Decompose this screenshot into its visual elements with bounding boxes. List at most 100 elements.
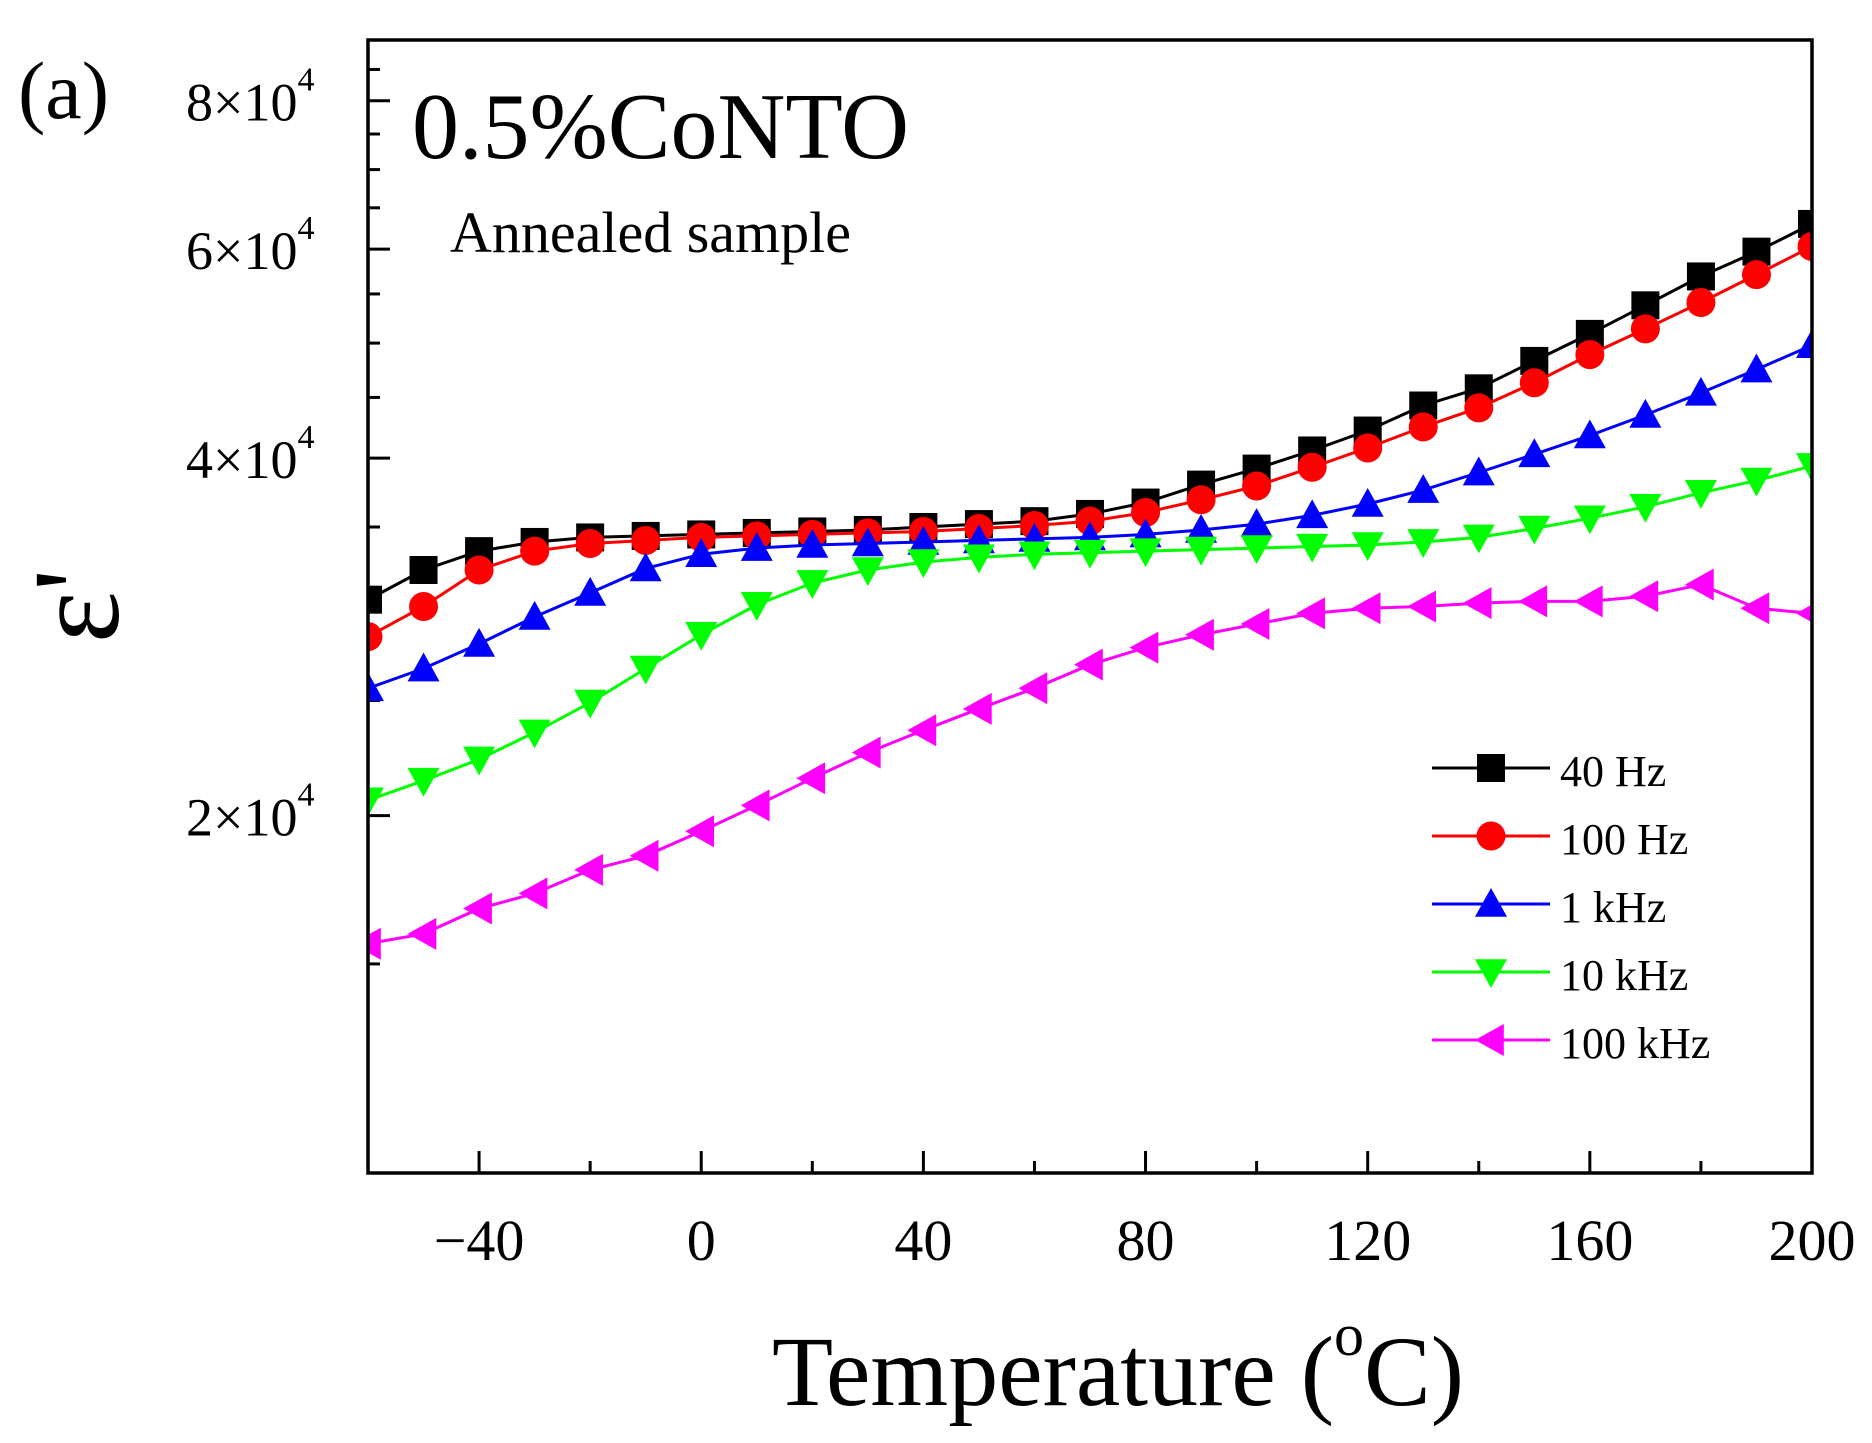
data-point bbox=[407, 767, 440, 797]
data-point bbox=[740, 789, 770, 822]
x-axis-tick-labels: −40 0 40 80 120 160 200 bbox=[434, 1208, 1856, 1273]
data-point bbox=[1407, 474, 1440, 503]
data-point bbox=[685, 621, 718, 651]
y-tick-label-exponent: 4 bbox=[297, 777, 314, 814]
data-point bbox=[574, 689, 607, 719]
y-tick-label: 6×104 bbox=[186, 210, 314, 281]
data-point bbox=[518, 877, 548, 910]
data-point bbox=[629, 655, 662, 685]
legend-entry: 1 kHz bbox=[1432, 883, 1666, 932]
data-point bbox=[1074, 539, 1106, 569]
data-point bbox=[1629, 398, 1662, 428]
legend-label: 100 kHz bbox=[1560, 1019, 1710, 1068]
data-point bbox=[1462, 456, 1495, 486]
data-point bbox=[1740, 353, 1773, 383]
data-point bbox=[1186, 485, 1216, 515]
legend-label: 10 kHz bbox=[1560, 951, 1688, 1000]
data-point bbox=[1185, 618, 1214, 651]
series-100-khz bbox=[368, 568, 1812, 960]
data-point bbox=[1129, 631, 1159, 664]
data-point bbox=[1797, 232, 1812, 262]
y-tick-label-exponent: 4 bbox=[297, 210, 314, 247]
data-point bbox=[1240, 508, 1273, 537]
data-point bbox=[1518, 585, 1548, 618]
data-point bbox=[851, 557, 884, 587]
data-point bbox=[1740, 467, 1773, 497]
data-point bbox=[1240, 607, 1270, 640]
data-point bbox=[796, 762, 826, 795]
data-point bbox=[407, 917, 437, 950]
data-point bbox=[1351, 487, 1384, 517]
legend-label: 100 Hz bbox=[1560, 815, 1688, 864]
data-point bbox=[463, 746, 496, 776]
data-point bbox=[962, 544, 995, 574]
data-point bbox=[1476, 821, 1506, 851]
data-point bbox=[368, 787, 384, 817]
data-point bbox=[1575, 340, 1605, 370]
y-tick-label-mantissa: 4×10 bbox=[186, 430, 297, 490]
data-point bbox=[740, 591, 773, 621]
chart-subtitle: Annealed sample bbox=[450, 200, 851, 265]
data-point bbox=[574, 576, 607, 606]
series-10-khz bbox=[368, 453, 1812, 817]
data-point bbox=[409, 556, 438, 585]
data-point bbox=[1464, 393, 1494, 423]
data-point bbox=[1462, 587, 1492, 620]
legend-entry: 40 Hz bbox=[1432, 747, 1666, 796]
data-point bbox=[685, 538, 718, 568]
data-point bbox=[1684, 480, 1717, 509]
data-point bbox=[1351, 592, 1381, 625]
data-point bbox=[851, 736, 881, 769]
legend-entry: 10 kHz bbox=[1432, 951, 1688, 1000]
data-point bbox=[520, 536, 550, 566]
series-100-hz bbox=[368, 232, 1812, 652]
x-axis-ticks bbox=[366, 1151, 1814, 1173]
data-point bbox=[368, 622, 383, 652]
data-point bbox=[1573, 505, 1606, 535]
data-point bbox=[1242, 471, 1272, 501]
y-tick-label-mantissa: 6×10 bbox=[186, 221, 297, 281]
data-point bbox=[1798, 209, 1812, 238]
data-point bbox=[629, 839, 659, 872]
data-point bbox=[1351, 532, 1384, 562]
y-axis-label: ε' bbox=[8, 569, 145, 643]
data-point bbox=[1296, 597, 1325, 630]
data-point bbox=[962, 692, 992, 725]
x-axis-label-main: Temperature ( bbox=[772, 1316, 1334, 1427]
data-point bbox=[686, 522, 716, 552]
data-point bbox=[1185, 513, 1218, 543]
data-point bbox=[1686, 287, 1716, 317]
y-tick-label-mantissa: 2×10 bbox=[186, 788, 297, 848]
data-point bbox=[796, 570, 829, 599]
data-point bbox=[1686, 262, 1715, 291]
data-point bbox=[368, 927, 381, 960]
x-tick-label: 40 bbox=[894, 1208, 952, 1273]
data-point bbox=[1408, 412, 1438, 442]
y-tick-label-exponent: 4 bbox=[297, 419, 314, 456]
data-point bbox=[1518, 438, 1551, 468]
data-point bbox=[407, 652, 440, 682]
panel-label: (a) bbox=[18, 45, 109, 136]
data-point bbox=[1475, 959, 1507, 988]
data-point bbox=[1573, 419, 1606, 449]
legend-label: 1 kHz bbox=[1560, 883, 1666, 932]
data-point bbox=[907, 714, 937, 747]
data-point bbox=[1796, 604, 1812, 623]
y-tick-label: 2×104 bbox=[186, 777, 314, 848]
data-point bbox=[1629, 580, 1659, 613]
x-tick-label: −40 bbox=[434, 1208, 525, 1273]
y-tick-label-mantissa: 8×10 bbox=[186, 73, 297, 133]
x-axis-label-superscript: o bbox=[1334, 1302, 1364, 1368]
legend: 40 Hz 100 Hz 1 kHz 10 kHz 100 kHz bbox=[1432, 747, 1710, 1068]
data-point bbox=[1353, 433, 1383, 463]
data-point bbox=[1519, 368, 1549, 398]
data-point bbox=[907, 525, 940, 555]
x-tick-label: 0 bbox=[687, 1208, 716, 1273]
data-point bbox=[740, 532, 773, 561]
data-point bbox=[629, 552, 662, 582]
data-point bbox=[1573, 585, 1603, 618]
data-point bbox=[463, 627, 496, 657]
data-point bbox=[1129, 538, 1162, 568]
data-point bbox=[1296, 533, 1329, 563]
